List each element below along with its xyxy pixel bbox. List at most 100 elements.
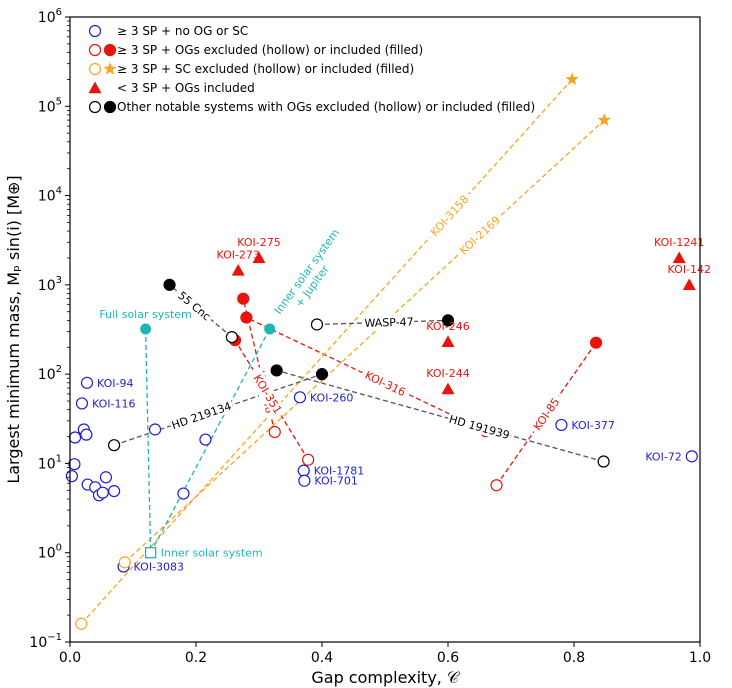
y-tick-exp: −1 (47, 632, 62, 643)
y-tick-base: 10 (38, 278, 56, 294)
legend: ≥ 3 SP + no OG or SC ≥ 3 SP + OGs exclude… (88, 24, 535, 114)
blue-point-label: KOI-1781 (314, 465, 364, 478)
x-tick-label: 0.0 (59, 650, 81, 666)
hd-191939-label-bg (446, 411, 513, 443)
red-triangle-point (231, 263, 245, 276)
blue-point-label: KOI-701 (314, 475, 357, 488)
red-triangle-label: KOI-1241 (654, 236, 704, 249)
x-tick-label: 1.0 (689, 650, 711, 666)
blue-point (685, 450, 698, 463)
blue-point (293, 391, 307, 404)
orange-connector (124, 119, 605, 563)
legend-label: < 3 SP + OGs included (117, 81, 255, 95)
y-tick-label: 101 (38, 453, 62, 472)
y-tick-base: 10 (29, 635, 47, 651)
red-triangle-label: KOI-275 (237, 236, 280, 249)
legend-marker-orange-star (103, 62, 117, 75)
red-open-point (490, 479, 503, 492)
blue-point (298, 474, 311, 487)
x-tick-label: 0.4 (311, 650, 333, 666)
red-filled-point (240, 311, 253, 324)
blue-point-label: KOI-116 (92, 397, 135, 410)
koi-2169-label: KOI-2169 (457, 214, 503, 258)
legend-label: ≥ 3 SP + SC excluded (hollow) or include… (117, 62, 414, 76)
black-filled-point (441, 314, 455, 327)
y-tick-exp: 0 (56, 543, 62, 554)
legend-marker-black-open (88, 100, 102, 114)
red-open-point (302, 453, 315, 466)
y-tick-label: 10−1 (29, 632, 62, 651)
blue-point-label: KOI-3083 (134, 561, 184, 574)
black-open-point (225, 330, 239, 344)
y-tick-exp: 4 (56, 186, 62, 197)
blue-point (65, 470, 78, 483)
blue-point (80, 428, 93, 441)
legend-marker-red-open (88, 43, 102, 57)
blue-point-label: KOI-377 (571, 419, 614, 432)
legend-label: ≥ 3 SP + no OG or SC (117, 24, 248, 38)
orange-star-point (565, 72, 579, 86)
y-tick-base: 10 (38, 456, 56, 472)
red-triangle-label: KOI-273 (216, 248, 259, 261)
blue-point (99, 471, 113, 484)
blue-point (68, 431, 82, 444)
x-tick-label: 0.8 (563, 650, 585, 666)
y-tick-base: 10 (38, 189, 56, 205)
koi-85-label-bg (528, 392, 565, 436)
koi-351-label-bg (248, 368, 288, 420)
red-filled-point (589, 336, 603, 349)
blue-point (555, 418, 568, 432)
legend-marker-orange-open (88, 62, 102, 76)
plot-frame (69, 16, 701, 643)
solar-connector-jupiter (150, 328, 271, 554)
red-triangle-point (682, 278, 696, 291)
orange-open-point (118, 556, 131, 569)
red-triangle-point (672, 251, 686, 264)
wasp-47-label: WASP-47 (364, 315, 414, 330)
koi-2169-label-bg (453, 210, 506, 260)
y-tick-exp: 3 (56, 275, 62, 286)
axes: 0.0 0.2 0.4 0.6 0.8 1.010−1100101102103104105… (29, 7, 711, 666)
x-axis-label: Gap complexity, 𝒞 (311, 668, 460, 687)
wasp-47-label-group: WASP-47 (363, 314, 415, 330)
black-open-point (310, 318, 324, 331)
x-tick-label: 0.6 (437, 650, 459, 666)
hd-191939-label-group: HD 191939 (446, 411, 513, 443)
y-tick-label: 106 (38, 7, 62, 26)
red-connector (234, 339, 309, 461)
y-tick-label: 102 (38, 364, 62, 383)
y-tick-exp: 2 (56, 364, 62, 375)
solar-inner-label: Inner solar system (161, 547, 263, 560)
blue-point (107, 484, 121, 498)
black-open-point (107, 439, 121, 452)
hd-219134-label-bg (168, 398, 235, 433)
y-tick-label: 100 (38, 543, 62, 562)
blue-point (297, 464, 310, 477)
red-connector (495, 342, 597, 486)
y-tick-exp: 5 (56, 96, 62, 107)
legend-marker-black-filled (103, 100, 117, 114)
y-tick-label: 104 (38, 186, 62, 205)
red-triangle-point (252, 251, 266, 264)
blue-point (177, 487, 190, 500)
red-triangle-label: KOI-244 (426, 367, 469, 380)
red-triangle-point (441, 335, 455, 348)
black-open-point (597, 455, 610, 468)
blue-point-label: KOI-260 (310, 391, 353, 404)
black-filled-point (315, 368, 329, 381)
blue-point (199, 433, 212, 446)
legend-marker-red-triangle (88, 81, 102, 94)
data-marks (65, 72, 698, 630)
y-tick-exp: 6 (56, 7, 62, 18)
y-tick-base: 10 (38, 10, 56, 26)
gray-connector (276, 369, 604, 463)
orange-star-point (597, 113, 611, 126)
koi-316-label-bg (359, 366, 412, 401)
point-labels: KOI-3158KOI-2169KOI-85KOI-148KOI-351KOI-… (92, 189, 711, 574)
y-tick-base: 10 (38, 546, 56, 562)
solar-connector-full (144, 329, 152, 553)
koi-3158-label: KOI-3158 (428, 193, 471, 239)
x-tick-label: 0.2 (185, 650, 207, 666)
koi-316-label: KOI-316 (363, 369, 408, 399)
